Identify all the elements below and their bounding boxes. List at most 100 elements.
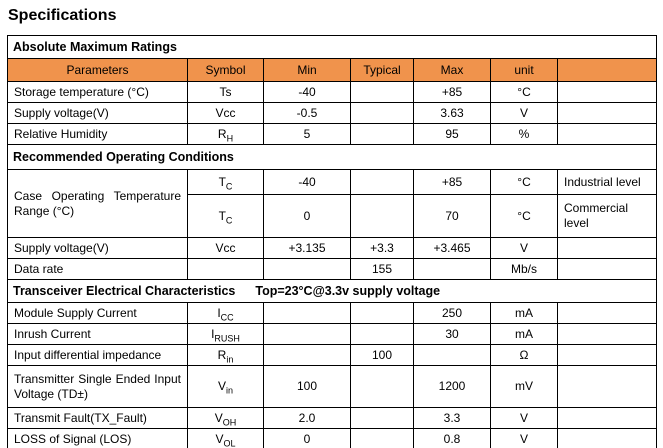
section-title: Recommended Operating Conditions bbox=[6, 144, 658, 170]
note-cell bbox=[556, 344, 658, 366]
symbol-sub: RUSH bbox=[214, 332, 240, 343]
table-row-supply-voltage-abs: Supply voltage(V) Vcc -0.5 3.63 V bbox=[7, 102, 658, 124]
col-header-max: Max bbox=[413, 58, 491, 82]
symbol-base: T bbox=[218, 174, 226, 189]
param-cell: Transmitter Single Ended Input Voltage (… bbox=[7, 365, 188, 408]
typical-cell bbox=[350, 302, 414, 324]
table-row-case-temp-industrial: Case Operating Temperature Range (°C) TC… bbox=[7, 169, 658, 238]
min-cell: 5 bbox=[263, 123, 351, 145]
unit-cell: V bbox=[490, 237, 558, 259]
max-cell: 95 bbox=[413, 123, 491, 145]
symbol-sub: C bbox=[225, 180, 233, 191]
min-cell: 0 bbox=[263, 194, 351, 238]
min-cell bbox=[263, 323, 351, 345]
param-cell: Transmit Fault(TX_Fault) bbox=[7, 407, 188, 429]
symbol-base: Vcc bbox=[215, 240, 236, 255]
param-cell: Relative Humidity bbox=[7, 123, 188, 145]
table-row-relative-humidity: Relative Humidity RH 5 95 % bbox=[7, 123, 658, 145]
unit-cell: V bbox=[490, 407, 558, 429]
note-cell bbox=[556, 102, 658, 124]
max-cell: 1200 bbox=[413, 365, 491, 408]
table-row-loss-of-signal: LOSS of Signal (LOS) VOL 0 0.8 V bbox=[7, 428, 658, 448]
symbol-cell: VOL bbox=[187, 428, 264, 448]
table-row-input-differential-impedance: Input differential impedance Rin 100 Ω bbox=[7, 344, 658, 366]
col-header-min: Min bbox=[263, 58, 351, 82]
min-cell: -40 bbox=[263, 81, 351, 103]
unit-cell: °C bbox=[490, 81, 558, 103]
section-title: Transceiver Electrical Characteristics To… bbox=[6, 279, 658, 303]
table-row-transmit-fault: Transmit Fault(TX_Fault) VOH 2.0 3.3 V bbox=[7, 407, 658, 429]
param-cell: Module Supply Current bbox=[7, 302, 188, 324]
min-cell bbox=[263, 344, 351, 366]
max-cell: 30 bbox=[413, 323, 491, 345]
max-cell: +3.465 bbox=[413, 237, 491, 259]
symbol-cell: IRUSH bbox=[187, 323, 264, 345]
section-title-text: Absolute Maximum Ratings bbox=[13, 39, 177, 54]
unit-cell: V bbox=[490, 428, 558, 448]
max-cell: +85 bbox=[413, 81, 491, 103]
col-header-unit: unit bbox=[490, 58, 558, 82]
section-row-recommended-operating-conditions: Recommended Operating Conditions bbox=[6, 144, 658, 170]
symbol-cell: TC bbox=[187, 169, 264, 195]
min-cell: +3.135 bbox=[263, 237, 351, 259]
max-cell bbox=[413, 344, 491, 366]
page-title: Specifications bbox=[8, 7, 117, 24]
note-cell bbox=[556, 302, 658, 324]
symbol-cell: Ts bbox=[187, 81, 264, 103]
symbol-sub: OH bbox=[222, 416, 237, 427]
symbol-sub: C bbox=[225, 214, 233, 225]
symbol-base: V bbox=[214, 410, 223, 425]
typical-cell bbox=[350, 169, 414, 195]
typical-cell bbox=[350, 323, 414, 345]
param-cell: Case Operating Temperature Range (°C) bbox=[7, 169, 188, 238]
typical-cell bbox=[350, 123, 414, 145]
symbol-cell: Vcc bbox=[187, 102, 264, 124]
param-cell: Data rate bbox=[7, 258, 188, 280]
col-header-symbol: Symbol bbox=[187, 58, 264, 82]
symbol-sub: in bbox=[226, 353, 234, 364]
spec-table: Absolute Maximum Ratings Parameters Symb… bbox=[6, 35, 658, 448]
col-header-notes bbox=[556, 58, 658, 82]
section-row-absolute-maximum-ratings: Absolute Maximum Ratings bbox=[6, 35, 658, 59]
typical-cell bbox=[350, 407, 414, 429]
note-cell bbox=[556, 365, 658, 408]
symbol-base: T bbox=[218, 208, 226, 223]
symbol-cell bbox=[187, 258, 264, 280]
param-cell: Supply voltage(V) bbox=[7, 237, 188, 259]
min-cell bbox=[263, 302, 351, 324]
table-row-supply-voltage-rec: Supply voltage(V) Vcc +3.135 +3.3 +3.465… bbox=[7, 237, 658, 259]
symbol-cell: Vin bbox=[187, 365, 264, 408]
note-cell bbox=[556, 237, 658, 259]
typical-cell: +3.3 bbox=[350, 237, 414, 259]
max-cell: 3.3 bbox=[413, 407, 491, 429]
typical-cell bbox=[350, 365, 414, 408]
symbol-base: V bbox=[215, 431, 224, 446]
unit-cell: mA bbox=[490, 302, 558, 324]
symbol-base: Vcc bbox=[215, 105, 236, 120]
symbol-sub: in bbox=[226, 385, 234, 396]
section-title-text: Recommended Operating Conditions bbox=[13, 149, 234, 164]
typical-cell bbox=[350, 102, 414, 124]
symbol-cell: Vcc bbox=[187, 237, 264, 259]
param-cell: Supply voltage(V) bbox=[7, 102, 188, 124]
min-cell: 2.0 bbox=[263, 407, 351, 429]
unit-cell: °C bbox=[490, 169, 558, 195]
symbol-cell: RH bbox=[187, 123, 264, 145]
max-cell: 3.63 bbox=[413, 102, 491, 124]
symbol-sub: H bbox=[226, 132, 234, 143]
symbol-sub: CC bbox=[220, 311, 234, 322]
unit-cell: Ω bbox=[490, 344, 558, 366]
symbol-cell: VOH bbox=[187, 407, 264, 429]
section-title: Absolute Maximum Ratings bbox=[6, 35, 658, 59]
typical-cell bbox=[350, 194, 414, 238]
unit-cell: mV bbox=[490, 365, 558, 408]
symbol-cell: TC bbox=[187, 194, 264, 238]
min-cell: 0 bbox=[263, 428, 351, 448]
symbol-base: Ts bbox=[219, 84, 232, 99]
min-cell: -40 bbox=[263, 169, 351, 195]
unit-cell: Mb/s bbox=[490, 258, 558, 280]
param-cell: Input differential impedance bbox=[7, 344, 188, 366]
col-header-parameters: Parameters bbox=[7, 58, 188, 82]
symbol-base: R bbox=[217, 126, 227, 141]
note-cell bbox=[556, 123, 658, 145]
